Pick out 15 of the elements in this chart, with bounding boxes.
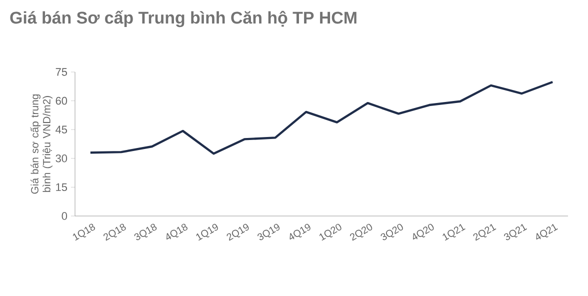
y-tick-label: 60 bbox=[56, 96, 68, 105]
x-tick-label: 4Q20 bbox=[412, 224, 434, 240]
x-tick-label: 4Q19 bbox=[290, 224, 310, 240]
x-tick-label: 1Q21 bbox=[442, 224, 466, 241]
y-tick-label: 45 bbox=[56, 126, 68, 134]
y-tick-label: 30 bbox=[56, 154, 68, 162]
chart-title: Giá bán Sơ cấp Trung bình Căn hộ TP HCM bbox=[10, 10, 356, 28]
y-tick-label: 0 bbox=[62, 212, 68, 220]
y-axis-title: Giá bán sơ cấp trung bình (Triệu VND/m2) bbox=[30, 94, 52, 194]
y-tick-label: 15 bbox=[56, 183, 68, 192]
x-tick-label: 4Q18 bbox=[166, 224, 188, 240]
y-tick-label: 75 bbox=[56, 68, 68, 76]
line-series bbox=[89, 80, 554, 155]
x-tick-label: 4Q21 bbox=[536, 224, 558, 240]
x-tick-label: 3Q21 bbox=[504, 224, 528, 240]
